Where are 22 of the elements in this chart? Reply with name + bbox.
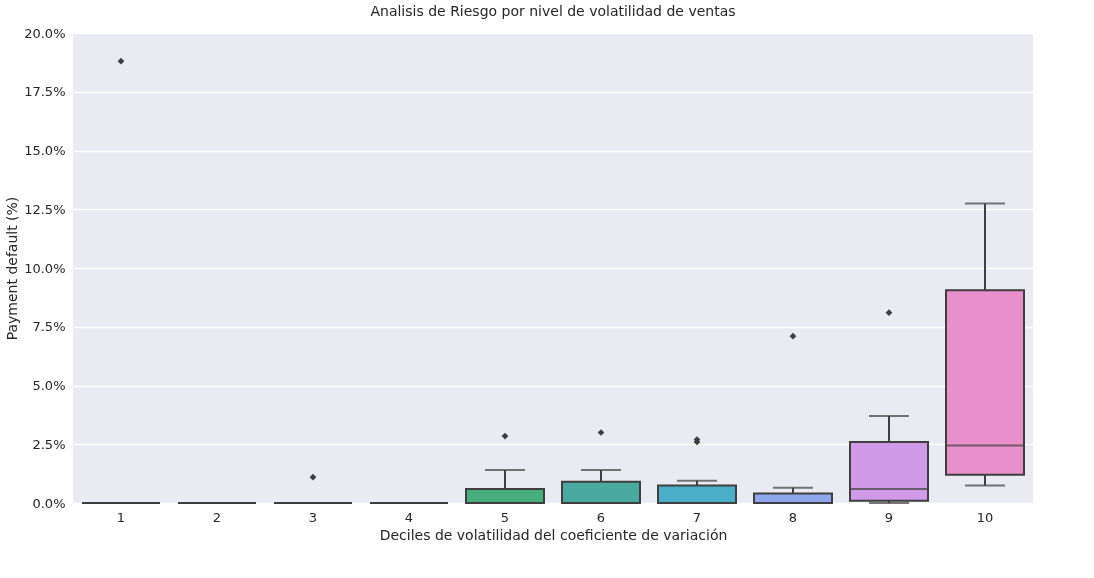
x-tick-label: 3 (308, 509, 318, 525)
y-tick-label: 15.0% (24, 143, 66, 158)
x-tick-label: 5 (500, 509, 510, 525)
y-tick-label: 7.5% (32, 319, 66, 335)
y-tick-label: 17.5% (24, 84, 66, 100)
x-axis-title: Deciles de volatilidad del coeficiente de variación (379, 526, 728, 543)
y-tick-label: 2.5% (32, 436, 66, 452)
chart-title: Analisis de Riesgo por nivel de volatilidad de ventas (370, 3, 736, 19)
x-tick-label: 1 (116, 509, 126, 525)
x-tick-label: 4 (404, 509, 414, 525)
x-tick-label: 10 (976, 509, 994, 525)
y-tick-label: 20.0% (24, 25, 66, 41)
x-tick-label: 7 (692, 509, 702, 525)
y-tick-label: 10.0% (24, 260, 66, 276)
x-tick-label: 2 (212, 509, 222, 525)
y-tick-label: 5.0% (32, 378, 66, 393)
y-tick-label: 12.5% (24, 201, 66, 217)
x-tick-label: 6 (596, 509, 606, 525)
y-axis-title: Payment default (%) (4, 196, 21, 341)
x-tick-label: 9 (884, 509, 894, 525)
y-tick-label: 0.0% (32, 495, 66, 511)
x-tick-label: 8 (788, 509, 798, 525)
